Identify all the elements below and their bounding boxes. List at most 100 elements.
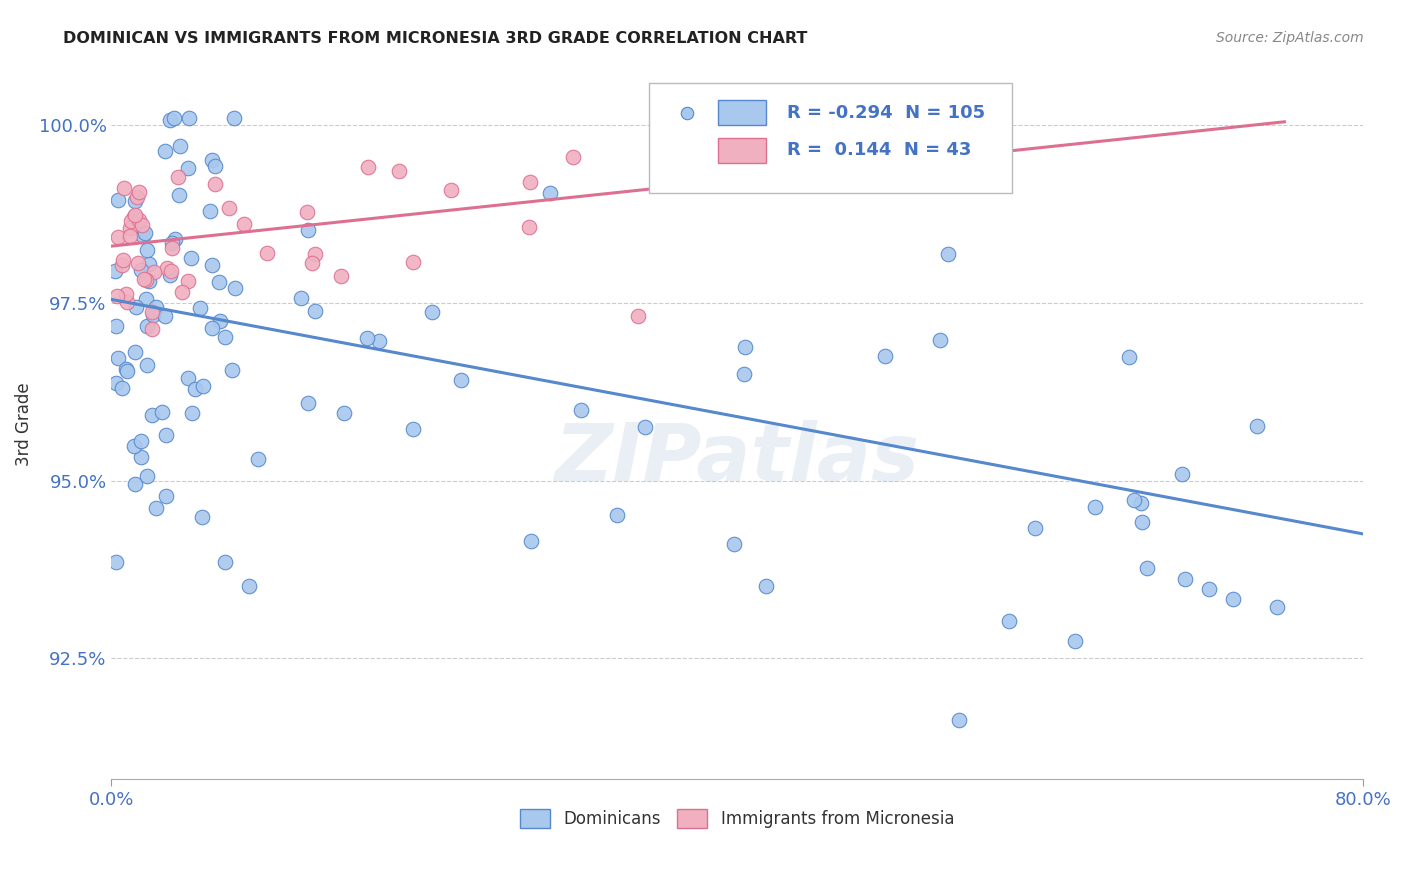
Point bbox=[162, 112, 184, 126]
Point bbox=[519, 534, 541, 549]
Point bbox=[159, 112, 181, 127]
Point bbox=[153, 309, 176, 323]
Point bbox=[1024, 521, 1046, 535]
Point bbox=[105, 289, 128, 303]
Point bbox=[1267, 600, 1289, 615]
Point bbox=[134, 226, 156, 240]
Point bbox=[125, 301, 148, 315]
Point bbox=[159, 268, 181, 283]
Point bbox=[111, 252, 134, 267]
Point bbox=[517, 219, 540, 234]
Point bbox=[169, 139, 191, 153]
Point bbox=[1171, 467, 1194, 481]
Point bbox=[734, 340, 756, 354]
Point bbox=[129, 434, 152, 448]
Point bbox=[214, 555, 236, 569]
Point bbox=[201, 258, 224, 272]
Point bbox=[188, 301, 211, 315]
Point bbox=[238, 579, 260, 593]
Point bbox=[1246, 419, 1268, 434]
Bar bbox=[718, 138, 766, 163]
Point bbox=[778, 120, 800, 134]
Point bbox=[256, 245, 278, 260]
Point bbox=[127, 190, 149, 204]
Point bbox=[162, 241, 184, 255]
Point bbox=[115, 364, 138, 378]
FancyBboxPatch shape bbox=[650, 83, 1012, 193]
Point bbox=[160, 235, 183, 250]
Point bbox=[107, 193, 129, 207]
Point bbox=[297, 205, 319, 219]
Point bbox=[153, 144, 176, 158]
Point bbox=[129, 262, 152, 277]
Point bbox=[224, 112, 246, 126]
Point bbox=[402, 255, 425, 269]
Point bbox=[112, 181, 135, 195]
Point bbox=[519, 175, 541, 189]
Point bbox=[105, 376, 128, 390]
Point bbox=[111, 381, 134, 395]
Point bbox=[198, 204, 221, 219]
Point bbox=[201, 153, 224, 167]
Point bbox=[224, 281, 246, 295]
Text: Source: ZipAtlas.com: Source: ZipAtlas.com bbox=[1216, 31, 1364, 45]
Point bbox=[135, 243, 157, 257]
Point bbox=[170, 285, 193, 299]
Point bbox=[208, 275, 231, 289]
Text: R = -0.294  N = 105: R = -0.294 N = 105 bbox=[787, 103, 986, 121]
Point bbox=[145, 300, 167, 314]
Point bbox=[135, 358, 157, 372]
Point bbox=[124, 211, 146, 225]
Point bbox=[150, 405, 173, 419]
Point bbox=[232, 217, 254, 231]
Point bbox=[138, 274, 160, 288]
Text: ZIPatlas: ZIPatlas bbox=[554, 420, 920, 499]
Point bbox=[131, 229, 153, 244]
Point bbox=[114, 362, 136, 376]
Point bbox=[204, 178, 226, 192]
Point bbox=[177, 112, 200, 126]
Point bbox=[167, 188, 190, 202]
Point bbox=[104, 264, 127, 278]
Point bbox=[136, 469, 159, 483]
Point bbox=[117, 295, 139, 310]
Point bbox=[180, 406, 202, 420]
Point bbox=[124, 477, 146, 491]
Point bbox=[118, 229, 141, 244]
Point bbox=[356, 160, 378, 174]
Point bbox=[304, 247, 326, 261]
Point bbox=[124, 208, 146, 222]
Point bbox=[301, 256, 323, 270]
Point bbox=[128, 213, 150, 227]
Point bbox=[606, 508, 628, 522]
Point bbox=[627, 309, 650, 323]
Bar bbox=[718, 101, 766, 126]
Point bbox=[1129, 496, 1152, 510]
Point bbox=[1198, 582, 1220, 596]
Point bbox=[440, 183, 463, 197]
Point bbox=[723, 537, 745, 551]
Text: R =  0.144  N = 43: R = 0.144 N = 43 bbox=[787, 141, 972, 159]
Point bbox=[1222, 591, 1244, 606]
Point bbox=[143, 264, 166, 278]
Point bbox=[998, 614, 1021, 628]
Point bbox=[134, 272, 156, 286]
Point bbox=[155, 428, 177, 442]
Point bbox=[246, 451, 269, 466]
Point bbox=[450, 373, 472, 387]
Point bbox=[356, 331, 378, 345]
Point bbox=[136, 318, 159, 333]
Point bbox=[1084, 500, 1107, 514]
Point bbox=[1118, 350, 1140, 364]
Point bbox=[165, 232, 187, 246]
Point bbox=[201, 321, 224, 335]
Point bbox=[209, 314, 232, 328]
Point bbox=[160, 264, 183, 278]
Point bbox=[141, 305, 163, 319]
Point bbox=[184, 383, 207, 397]
Point bbox=[948, 713, 970, 727]
Point bbox=[180, 251, 202, 265]
Point bbox=[388, 163, 411, 178]
Point bbox=[142, 308, 165, 322]
Point bbox=[402, 422, 425, 436]
